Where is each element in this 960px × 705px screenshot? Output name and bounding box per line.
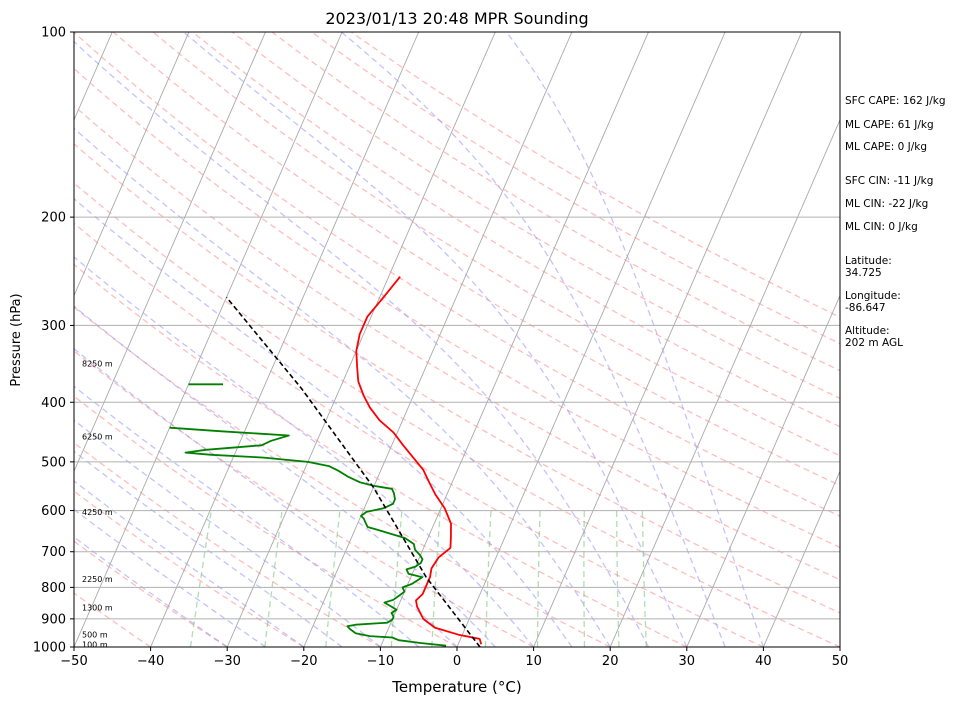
series-line-1 xyxy=(169,426,447,647)
height-label: 100 m xyxy=(82,640,108,649)
isotherm-line xyxy=(533,32,803,647)
moist-adiabat-line xyxy=(74,256,535,647)
isotherm-line xyxy=(609,118,840,647)
stat-altitude: Altitude: 202 m AGL xyxy=(845,325,903,349)
isotherm-line xyxy=(150,32,420,647)
dry-adiabat-line xyxy=(192,32,840,428)
mixing-ratio-line xyxy=(325,510,341,647)
mixing-ratio-line xyxy=(536,510,541,647)
data-series xyxy=(169,276,483,647)
y-axis: 100 200 300 400 500 600 700 800 900 1000 xyxy=(33,26,74,656)
stat-sfc-cape: SFC CAPE: 162 J/kg xyxy=(845,95,946,107)
moist-adiabat-line xyxy=(74,197,573,647)
isotherm-line xyxy=(686,294,840,647)
pressure-gridlines xyxy=(74,31,840,648)
dry-adiabat-line xyxy=(74,32,840,517)
moist-adiabat-line xyxy=(74,508,266,647)
series-line-0 xyxy=(355,276,483,645)
series-line-3 xyxy=(225,296,481,647)
moist-adiabat-line xyxy=(505,32,765,647)
stat-sfc-cin: SFC CIN: -11 J/kg xyxy=(845,175,934,187)
moist-adiabat-line xyxy=(74,40,650,647)
dry-adiabat-line xyxy=(74,182,840,647)
y-tick-label: 400 xyxy=(41,396,66,411)
stat-ml-cape: ML CAPE: 61 J/kg xyxy=(845,119,934,131)
dry-adiabat-line xyxy=(74,143,840,614)
dry-adiabat-line xyxy=(74,306,611,647)
y-tick-label: 200 xyxy=(41,211,66,226)
y-tick-label: 700 xyxy=(41,545,66,560)
height-label: 500 m xyxy=(82,631,108,640)
plot-frame xyxy=(73,31,841,648)
dry-adiabat-line xyxy=(74,263,688,647)
x-tick-label: 50 xyxy=(832,654,849,669)
height-label: 6250 m xyxy=(82,433,113,442)
height-label: 4250 m xyxy=(82,508,113,517)
isotherm-line xyxy=(74,32,266,473)
moist-adiabat-line xyxy=(74,305,496,647)
moist-adiabat-line xyxy=(74,450,343,647)
isotherm-line xyxy=(74,32,343,647)
moist-adiabat-line xyxy=(74,536,228,647)
x-tick-label: 40 xyxy=(755,654,772,669)
moist-adiabat-line xyxy=(74,385,420,647)
stat-latitude: Latitude: 34.725 xyxy=(845,255,892,279)
dry-adiabat-line xyxy=(74,395,458,647)
x-axis: −50 −40 −30 −20 −10 0 10 20 30 40 50 xyxy=(60,647,848,669)
dry-adiabat-line xyxy=(311,32,840,345)
dry-adiabat-line xyxy=(74,350,534,647)
stat-ml-cin-2: ML CIN: 0 J/kg xyxy=(845,221,918,233)
isotherm-line xyxy=(226,32,496,647)
isotherm-line xyxy=(456,32,726,647)
height-label: 8250 m xyxy=(82,360,113,369)
x-tick-label: 30 xyxy=(679,654,696,669)
x-tick-label: −50 xyxy=(60,654,87,669)
dry-adiabat-line xyxy=(74,442,381,647)
dry-adiabat-line xyxy=(74,490,305,647)
stat-ml-cape-2: ML CAPE: 0 J/kg xyxy=(845,141,928,153)
y-tick-label: 900 xyxy=(41,612,66,627)
stat-ml-cin: ML CIN: -22 J/kg xyxy=(845,198,929,210)
y-tick-label: 100 xyxy=(41,26,66,41)
y-axis-label: Pressure (hPa) xyxy=(9,293,24,386)
moist-adiabat-line xyxy=(74,419,381,647)
y-tick-label: 600 xyxy=(41,504,66,519)
moist-adiabat-line xyxy=(74,480,305,647)
moist-adiabat-line xyxy=(183,32,688,647)
isotherm-line xyxy=(74,32,190,297)
y-tick-label: 500 xyxy=(41,455,66,470)
chart-title: 2023/01/13 20:48 MPR Sounding xyxy=(325,9,588,28)
dry-adiabat-line xyxy=(74,104,840,581)
y-tick-label: 300 xyxy=(41,319,66,334)
x-tick-label: 20 xyxy=(602,654,619,669)
mixing-ratio-line xyxy=(641,510,648,647)
mixing-ratio-line xyxy=(390,510,403,647)
dry-adiabat-line xyxy=(74,540,228,647)
background-reference-lines xyxy=(74,32,840,647)
dry-adiabat-line xyxy=(112,32,840,487)
isotherm-line xyxy=(303,32,573,647)
x-tick-label: −10 xyxy=(367,654,394,669)
isotherm-line xyxy=(379,32,649,647)
x-axis-label: Temperature (°C) xyxy=(391,678,521,696)
x-tick-label: 10 xyxy=(525,654,542,669)
height-label: 2250 m xyxy=(82,575,113,584)
y-tick-label: 1000 xyxy=(33,641,66,656)
x-tick-label: 0 xyxy=(453,654,461,669)
y-tick-label: 800 xyxy=(41,581,66,596)
isotherm-line xyxy=(762,470,840,647)
moist-adiabat-line xyxy=(340,32,726,647)
dry-adiabat-line xyxy=(152,32,840,457)
moist-adiabat-line xyxy=(74,127,611,647)
moist-adiabat-line xyxy=(74,347,458,647)
stat-longitude: Longitude: -86.647 xyxy=(845,290,901,314)
x-tick-label: −30 xyxy=(213,654,240,669)
dry-adiabat-line xyxy=(74,67,840,549)
height-label: 1300 m xyxy=(82,603,113,612)
x-tick-label: −20 xyxy=(290,654,317,669)
dry-adiabat-line xyxy=(74,592,151,647)
x-tick-label: −40 xyxy=(137,654,164,669)
